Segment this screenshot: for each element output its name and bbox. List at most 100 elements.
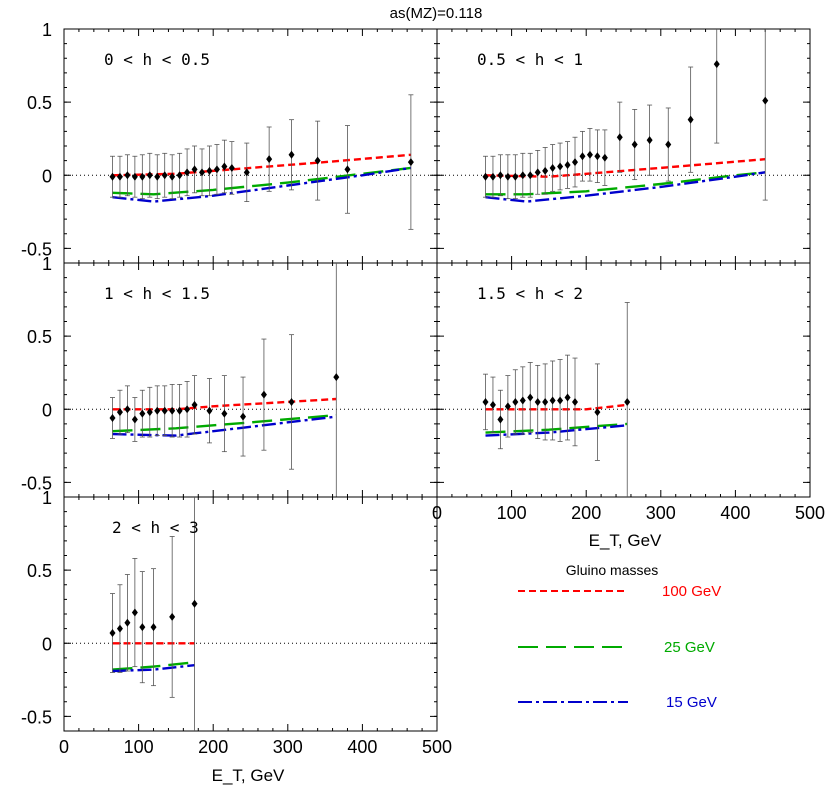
point-marker [512, 172, 519, 181]
data-point [228, 141, 235, 195]
data-point [407, 94, 414, 230]
data-point [616, 101, 623, 173]
data-point [139, 389, 146, 438]
y-tick-label: 0 [42, 166, 52, 186]
point-marker [199, 168, 206, 177]
data-point [146, 386, 153, 438]
point-marker [344, 165, 351, 174]
y-tick-label: 0 [42, 634, 52, 654]
series-25-gev [112, 166, 412, 196]
data-point [288, 119, 295, 191]
point-marker [161, 171, 168, 180]
y-tick-label: -0.5 [21, 473, 52, 493]
point-marker [564, 161, 571, 170]
x-axis-label-right: E_T, GeV [589, 531, 662, 550]
y-tick-label: 0.5 [27, 327, 52, 347]
y-tick-label: 1 [42, 254, 52, 274]
x-tick-label: 500 [422, 737, 452, 757]
point-marker [549, 396, 556, 405]
point-marker [333, 373, 340, 382]
point-marker [314, 156, 321, 165]
point-marker [497, 171, 504, 180]
data-point [542, 147, 549, 195]
point-marker [534, 168, 541, 177]
data-point [206, 378, 213, 444]
data-point [109, 155, 116, 198]
point-marker [489, 172, 496, 181]
data-point [221, 375, 228, 453]
data-point [534, 364, 541, 439]
point-marker [534, 397, 541, 406]
data-point [139, 571, 146, 684]
point-marker [139, 623, 146, 632]
data-point [116, 389, 123, 435]
series-25-gev [485, 422, 628, 434]
data-point [557, 359, 564, 442]
data-point [131, 558, 138, 668]
panel-title: 1 < h < 1.5 [104, 284, 210, 303]
y-tick-label: -0.5 [21, 239, 52, 259]
data-point [109, 397, 116, 439]
point-marker [191, 165, 198, 174]
point-marker [594, 152, 601, 161]
series-15-gev [112, 664, 195, 673]
x-axis-label-bottom: E_T, GeV [212, 766, 285, 785]
data-point [161, 385, 168, 436]
data-point [713, 29, 720, 144]
data-point [512, 369, 519, 435]
series-100-gev [485, 158, 766, 178]
y-tick-label: 0.5 [27, 561, 52, 581]
data-point [131, 155, 138, 198]
point-marker [512, 397, 519, 406]
legend-label-100: 100 GeV [662, 583, 721, 600]
data-point [124, 574, 131, 672]
x-tick-label: 300 [273, 737, 303, 757]
data-point [131, 397, 138, 442]
series-25-gev [112, 413, 337, 433]
data-point [150, 568, 157, 687]
data-point [116, 584, 123, 673]
series-15-gev [112, 415, 337, 437]
data-point [161, 152, 168, 198]
data-point [549, 360, 556, 441]
legend-label-15: 15 GeV [666, 694, 717, 711]
point-marker [527, 393, 534, 402]
point-marker [504, 402, 511, 411]
panel-3: -0.5 0 0.5 1 1 < h < 1.5 [21, 254, 438, 498]
point-marker [542, 397, 549, 406]
panel-1: -0.5 0 0.5 1 0 < h < 0.5 [21, 20, 438, 264]
x-tick-label: 500 [795, 503, 825, 523]
data-point [624, 302, 631, 497]
point-marker [549, 163, 556, 172]
data-point [594, 363, 601, 461]
plot-area [109, 94, 414, 230]
data-point [169, 383, 176, 438]
data-point [519, 366, 526, 435]
data-point [557, 142, 564, 191]
panel-title: 0.5 < h < 1 [477, 50, 583, 69]
data-point [169, 536, 176, 698]
data-point [184, 381, 191, 438]
data-point [191, 145, 198, 194]
x-tick-label: 400 [347, 737, 377, 757]
point-marker [624, 397, 631, 406]
point-marker [116, 624, 123, 633]
plot-area [482, 29, 769, 203]
point-marker [116, 172, 123, 181]
point-marker [519, 171, 526, 180]
x-tick-label: 100 [497, 503, 527, 523]
legend: Gluino masses 100 GeV 25 GeV 15 GeV [518, 562, 721, 711]
y-tick-label: 1 [42, 488, 52, 508]
panel-title: 0 < h < 0.5 [104, 50, 210, 69]
series-100-gev [112, 153, 412, 177]
data-point [564, 354, 571, 441]
point-marker [527, 171, 534, 180]
panels: -0.5 0 0.5 1 0 < h < 0.5 0.5 < h < 1 -0.5 0 0.5 1… [21, 20, 825, 757]
panel-2: 0.5 < h < 1 [436, 28, 811, 264]
data-point [542, 363, 549, 441]
point-marker [131, 415, 138, 424]
data-point [109, 593, 116, 673]
point-marker [124, 171, 131, 180]
point-marker [124, 618, 131, 627]
